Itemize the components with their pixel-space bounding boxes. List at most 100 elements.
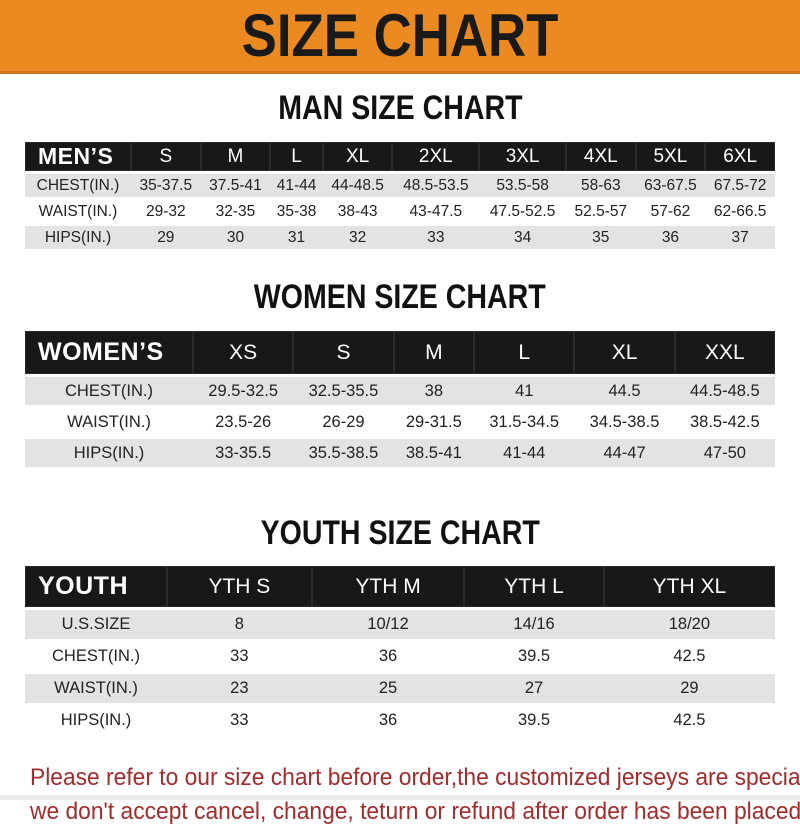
women-size-section: WOMEN SIZE CHART WOMEN’S XS S M L XL XXL CHEST(… xyxy=(0,278,800,470)
measurement-value: 36 xyxy=(635,226,706,249)
measurement-value: 62-66.5 xyxy=(705,200,775,223)
measurement-value: 38-43 xyxy=(322,200,393,223)
measurement-value: 44.5 xyxy=(574,377,675,405)
size-column-header: L xyxy=(270,142,323,171)
size-column-header: YTH M xyxy=(311,566,465,607)
men-section-heading: MAN SIZE CHART xyxy=(0,89,800,128)
measurement-value: 39.5 xyxy=(464,642,604,671)
size-table-header-row: YOUTH YTH S YTH M YTH L YTH XL xyxy=(25,566,775,607)
measurement-value: 27 xyxy=(464,674,604,703)
youth-section-heading-text: YOUTH SIZE CHART xyxy=(260,514,540,552)
measurement-value: 38.5-41 xyxy=(393,439,475,467)
measurement-value: 37.5-41 xyxy=(200,174,271,197)
measurement-value: 26-29 xyxy=(293,408,394,436)
measurement-value: 67.5-72 xyxy=(705,174,775,197)
measurement-value: 29-32 xyxy=(131,200,201,223)
table-group-label: YOUTH xyxy=(25,566,167,607)
measurement-value: 23.5-26 xyxy=(193,408,294,436)
size-column-header: 4XL xyxy=(565,142,636,171)
measurement-value: 38.5-42.5 xyxy=(674,408,775,436)
measurement-label: CHEST(IN.) xyxy=(25,174,131,197)
measurement-value: 47-50 xyxy=(674,439,775,467)
size-column-header: S xyxy=(131,142,201,171)
measurement-value: 31 xyxy=(270,226,323,249)
measurement-row: CHEST(IN.) 29.5-32.5 32.5-35.5 38 41 44.5 44.5… xyxy=(25,377,775,405)
size-column-header: XL xyxy=(574,331,675,374)
measurement-value: 29-31.5 xyxy=(393,408,475,436)
size-column-header: YTH L xyxy=(464,566,604,607)
size-column-header: M xyxy=(200,142,271,171)
women-section-heading: WOMEN SIZE CHART xyxy=(0,278,800,317)
size-column-header: XXL xyxy=(674,331,775,374)
bottom-edge-strip xyxy=(0,795,800,800)
size-column-header: S xyxy=(293,331,394,374)
order-notice-line-1: Please refer to our size chart before or… xyxy=(30,762,800,796)
measurement-label: CHEST(IN.) xyxy=(25,642,167,671)
measurement-label: WAIST(IN.) xyxy=(25,408,193,436)
measurement-value: 35-38 xyxy=(270,200,323,223)
size-column-header: YTH XL xyxy=(603,566,775,607)
measurement-value: 42.5 xyxy=(603,706,775,735)
size-table-header-row: MEN’S S M L XL 2XL 3XL 4XL 5XL 6XL xyxy=(25,142,775,171)
measurement-value: 8 xyxy=(167,610,312,639)
measurement-value: 32-35 xyxy=(200,200,271,223)
measurement-value: 53.5-58 xyxy=(479,174,566,197)
measurement-value: 32.5-35.5 xyxy=(293,377,394,405)
measurement-label: WAIST(IN.) xyxy=(25,200,131,223)
order-notice-line-1-text: Please refer to our size chart before or… xyxy=(30,764,800,791)
measurement-value: 35 xyxy=(565,226,636,249)
size-column-header: XS xyxy=(193,331,294,374)
size-table-header-row: WOMEN’S XS S M L XL XXL xyxy=(25,331,775,374)
measurement-value: 23 xyxy=(167,674,312,703)
women-size-table: WOMEN’S XS S M L XL XXL CHEST(IN.) 29.5-32.5 32.5… xyxy=(25,328,775,470)
size-column-header: 2XL xyxy=(392,142,480,171)
measurement-value: 48.5-53.5 xyxy=(392,174,480,197)
measurement-value: 32 xyxy=(322,226,393,249)
measurement-value: 25 xyxy=(311,674,465,703)
measurement-value: 29 xyxy=(603,674,775,703)
measurement-value: 44-48.5 xyxy=(322,174,393,197)
measurement-value: 58-63 xyxy=(565,174,636,197)
measurement-value: 38 xyxy=(393,377,475,405)
measurement-value: 29.5-32.5 xyxy=(193,377,294,405)
measurement-label: HIPS(IN.) xyxy=(25,706,167,735)
measurement-value: 47.5-52.5 xyxy=(479,200,566,223)
measurement-value: 33 xyxy=(167,642,312,671)
measurement-value: 44-47 xyxy=(574,439,675,467)
measurement-value: 41 xyxy=(474,377,575,405)
size-column-header: L xyxy=(474,331,575,374)
measurement-row: CHEST(IN.) 35-37.5 37.5-41 41-44 44-48.5 48.5… xyxy=(25,174,775,197)
measurement-row: WAIST(IN.) 23 25 27 29 xyxy=(25,674,775,703)
measurement-value: 36 xyxy=(311,706,465,735)
measurement-value: 33-35.5 xyxy=(193,439,294,467)
measurement-row: CHEST(IN.) 33 36 39.5 42.5 xyxy=(25,642,775,671)
banner-title: SIZE CHART xyxy=(241,2,559,69)
measurement-value: 44.5-48.5 xyxy=(674,377,775,405)
measurement-value: 29 xyxy=(131,226,201,249)
measurement-value: 63-67.5 xyxy=(635,174,706,197)
measurement-row: HIPS(IN.) 33 36 39.5 42.5 xyxy=(25,706,775,735)
size-column-header: YTH S xyxy=(167,566,312,607)
measurement-value: 35-37.5 xyxy=(131,174,201,197)
men-size-section: MAN SIZE CHART MEN’S S M L XL 2XL 3XL 4XL 5XL 6XL… xyxy=(0,89,800,252)
measurement-value: 33 xyxy=(167,706,312,735)
measurement-value: 35.5-38.5 xyxy=(293,439,394,467)
size-column-header: 5XL xyxy=(635,142,706,171)
measurement-value: 42.5 xyxy=(603,642,775,671)
measurement-value: 41-44 xyxy=(474,439,575,467)
table-group-label: WOMEN’S xyxy=(25,331,193,374)
measurement-row: WAIST(IN.) 23.5-26 26-29 29-31.5 31.5-34.5 34… xyxy=(25,408,775,436)
order-notice-line-2: we don't accept cancel, change, teturn o… xyxy=(30,796,800,830)
measurement-value: 18/20 xyxy=(603,610,775,639)
measurement-value: 14/16 xyxy=(464,610,604,639)
measurement-row: WAIST(IN.) 29-32 32-35 35-38 38-43 43-47.5 47.… xyxy=(25,200,775,223)
measurement-label: CHEST(IN.) xyxy=(25,377,193,405)
measurement-value: 57-62 xyxy=(635,200,706,223)
measurement-row: HIPS(IN.) 29 30 31 32 33 34 35 36 37 xyxy=(25,226,775,249)
measurement-value: 36 xyxy=(311,642,465,671)
measurement-label: HIPS(IN.) xyxy=(25,439,193,467)
measurement-label: U.S.SIZE xyxy=(25,610,167,639)
size-column-header: M xyxy=(393,331,475,374)
measurement-value: 33 xyxy=(392,226,480,249)
